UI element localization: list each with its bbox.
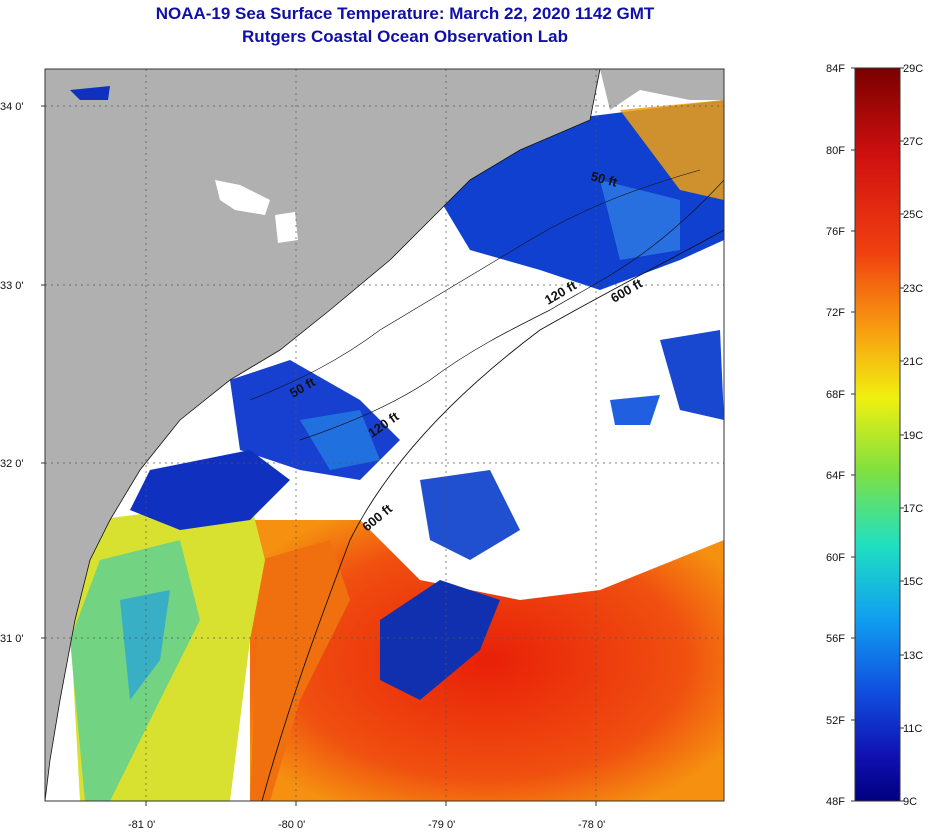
title-block: NOAA-19 Sea Surface Temperature: March 2… <box>0 2 810 48</box>
colorbar-f-64: 64F <box>826 470 845 482</box>
land-mass <box>45 69 600 801</box>
colorbar-c-23: 23C <box>903 283 923 295</box>
colorbar-c-17: 17C <box>903 503 923 515</box>
lat-label-33: 33 0' <box>0 280 24 292</box>
map-subtitle: Rutgers Coastal Ocean Observation Lab <box>242 27 568 46</box>
colorbar-f-84: 84F <box>826 63 845 75</box>
map-title: NOAA-19 Sea Surface Temperature: March 2… <box>155 4 655 23</box>
colorbar-f-80: 80F <box>826 145 845 157</box>
map-border <box>44 68 725 802</box>
colorbar-f-72: 72F <box>826 307 845 319</box>
colorbar: 84F 80F 76F 72F 68F 64F 60F 56F 52F 48F … <box>826 63 923 808</box>
contour-600ft <box>261 229 724 801</box>
lat-label-34: 34 0' <box>0 101 24 113</box>
lat-label-32: 32 0' <box>0 458 24 470</box>
colorbar-c-25: 25C <box>903 209 923 221</box>
lon-label-80: -80 0' <box>278 819 305 831</box>
sst-field: 50 ft 50 ft 120 ft 120 ft 600 ft 600 ft <box>45 69 724 801</box>
lon-label-78: -78 0' <box>578 819 605 831</box>
colorbar-f-56: 56F <box>826 633 845 645</box>
colorbar-c-19: 19C <box>903 430 923 442</box>
colorbar-c-27: 27C <box>903 136 923 148</box>
colorbar-f-76: 76F <box>826 226 845 238</box>
colorbar-c-9: 9C <box>903 796 917 808</box>
colorbar-f-48: 48F <box>826 796 845 808</box>
map-ticks <box>41 105 597 806</box>
lon-label-81: -81 0' <box>128 819 155 831</box>
colorbar-c-29: 29C <box>903 63 923 75</box>
colorbar-f-68: 68F <box>826 389 845 401</box>
contour-120ft <box>299 179 724 441</box>
colorbar-c-21: 21C <box>903 356 923 368</box>
gridlines <box>45 69 724 801</box>
warm-water-region <box>250 520 724 801</box>
contour-50ft <box>249 169 701 401</box>
colorbar-c-15: 15C <box>903 576 923 588</box>
lat-label-31: 31 0' <box>0 633 24 645</box>
colorbar-f-60: 60F <box>826 552 845 564</box>
contour-label-50-a: 50 ft <box>589 168 619 190</box>
colorbar-c-13: 13C <box>903 650 923 662</box>
colorbar-f-52: 52F <box>826 715 845 727</box>
lon-label-79: -79 0' <box>428 819 455 831</box>
colorbar-c-11: 11C <box>903 723 922 735</box>
